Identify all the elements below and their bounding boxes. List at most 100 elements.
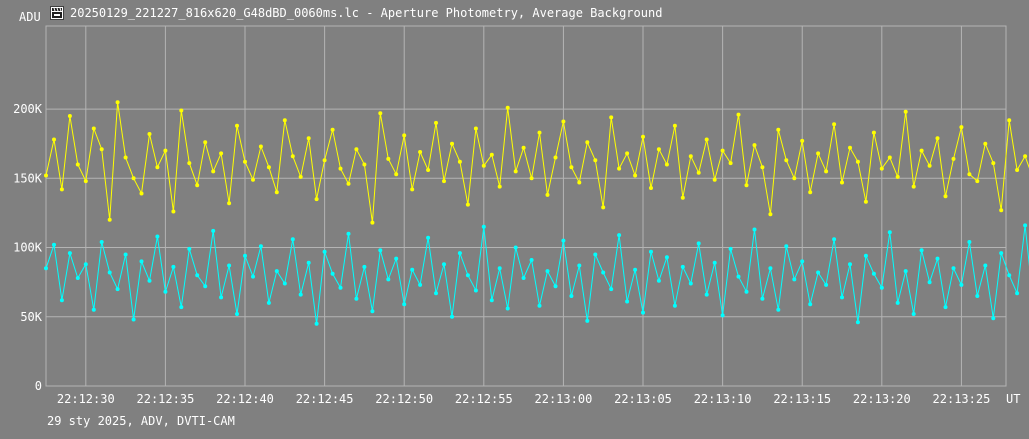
data-point: [75, 276, 80, 280]
data-point: [577, 263, 582, 268]
data-point: [410, 267, 415, 272]
x-tick-label: 22:13:20: [853, 392, 911, 406]
data-point: [107, 217, 112, 222]
data-point: [855, 320, 860, 325]
data-point: [266, 165, 271, 170]
data-point: [800, 259, 805, 264]
data-point: [187, 246, 192, 251]
data-point: [593, 252, 598, 257]
data-point: [75, 162, 80, 167]
data-point: [298, 174, 303, 179]
data-point: [147, 132, 152, 136]
x-tick-label: 22:13:15: [773, 392, 831, 406]
data-point: [179, 108, 184, 113]
data-point: [219, 151, 224, 156]
series-1: [44, 223, 1029, 326]
data-point: [720, 313, 725, 318]
data-point: [1015, 168, 1020, 172]
data-point: [561, 119, 566, 124]
x-tick-label: 22:13:00: [535, 392, 593, 406]
data-point: [465, 202, 470, 207]
x-tick-label: 22:12:30: [57, 392, 115, 406]
data-point: [83, 179, 88, 184]
data-point: [760, 165, 765, 170]
data-point: [171, 209, 176, 214]
data-point: [991, 161, 996, 166]
data-point: [314, 321, 319, 326]
data-point: [1007, 118, 1012, 123]
data-point: [633, 173, 638, 178]
data-point: [442, 179, 446, 184]
data-point: [402, 302, 407, 307]
x-tick-label: 22:12:35: [137, 392, 195, 406]
data-point: [975, 294, 980, 298]
data-point: [99, 240, 104, 244]
data-point: [999, 251, 1004, 256]
data-point: [617, 166, 622, 171]
data-point: [258, 244, 263, 249]
data-point: [306, 136, 311, 141]
data-point: [768, 212, 773, 217]
data-point: [545, 192, 550, 197]
data-point: [911, 312, 916, 316]
y-tick-label: 0: [35, 379, 42, 393]
data-point: [481, 163, 486, 168]
data-point: [752, 227, 757, 232]
data-point: [553, 155, 558, 160]
data-point: [1007, 273, 1012, 278]
data-point: [282, 118, 287, 123]
data-point: [784, 244, 789, 249]
x-tick-label: 22:13:25: [933, 392, 991, 406]
data-point: [139, 191, 144, 196]
data-point: [362, 264, 367, 269]
data-point: [840, 295, 844, 300]
data-point: [728, 246, 733, 251]
data-point: [418, 150, 423, 154]
data-point: [251, 177, 255, 182]
data-point: [585, 318, 590, 323]
data-point: [903, 109, 908, 114]
data-point: [266, 300, 271, 305]
data-point: [91, 307, 96, 312]
data-point: [656, 147, 661, 152]
data-point: [951, 156, 956, 161]
data-point: [832, 237, 837, 242]
y-tick-label: 200K: [13, 102, 43, 116]
data-point: [426, 168, 431, 172]
data-point: [227, 201, 232, 206]
data-point: [1015, 291, 1020, 296]
data-point: [426, 235, 431, 240]
x-tick-label: 22:12:55: [455, 392, 513, 406]
data-point: [330, 271, 335, 276]
data-point: [52, 137, 56, 142]
data-point: [863, 199, 868, 204]
data-point: [967, 172, 972, 177]
data-point: [513, 169, 518, 174]
data-point: [879, 166, 884, 171]
data-point: [776, 127, 781, 132]
data-point: [44, 266, 48, 271]
data-point: [258, 144, 263, 149]
y-tick-label: 50K: [20, 310, 42, 324]
film-clapper-icon: [50, 6, 64, 20]
data-point: [155, 165, 160, 170]
data-point: [736, 112, 741, 117]
data-point: [609, 115, 614, 120]
data-point: [497, 184, 502, 189]
data-point: [115, 287, 120, 292]
data-point: [195, 273, 200, 278]
data-point: [569, 294, 574, 298]
data-point: [235, 123, 239, 128]
data-point: [959, 282, 964, 287]
data-point: [44, 173, 48, 178]
data-point: [521, 145, 526, 150]
data-point: [529, 176, 534, 181]
data-point: [481, 224, 486, 229]
data-point: [330, 127, 335, 132]
data-point: [115, 100, 120, 105]
data-point: [99, 147, 104, 152]
data-point: [203, 140, 208, 145]
data-point: [346, 181, 351, 186]
data-point: [895, 300, 900, 305]
